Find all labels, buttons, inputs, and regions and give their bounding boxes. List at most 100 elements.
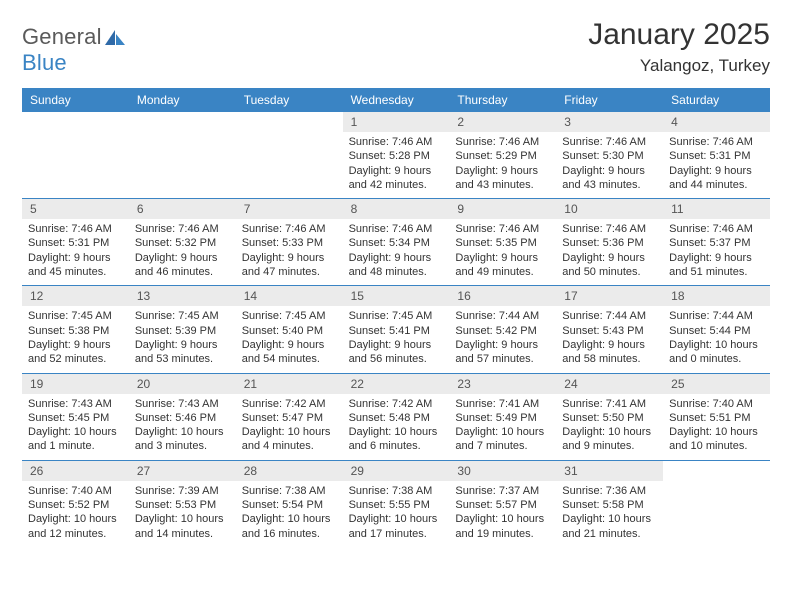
sunset-label: Sunset: (562, 237, 599, 249)
sunset-value: 5:40 PM (282, 325, 323, 337)
day-cell: 10Sunrise: 7:46 AMSunset: 5:36 PMDayligh… (556, 199, 663, 285)
day-number: 11 (663, 199, 770, 219)
sunset-label: Sunset: (135, 325, 172, 337)
sunset-value: 5:43 PM (603, 325, 644, 337)
sunrise-label: Sunrise: (242, 310, 282, 322)
sunset-line: Sunset: 5:58 PM (562, 498, 659, 512)
sunset-value: 5:29 PM (496, 150, 537, 162)
sunset-label: Sunset: (349, 237, 386, 249)
sunrise-value: 7:44 AM (713, 310, 753, 322)
daylight-label: Daylight: (28, 339, 71, 351)
day-body (129, 132, 236, 141)
dow-cell: Thursday (449, 88, 556, 112)
sunrise-value: 7:45 AM (71, 310, 111, 322)
daylight-line: Daylight: 10 hoursand 3 minutes. (135, 425, 232, 454)
sunrise-line: Sunrise: 7:37 AM (455, 484, 552, 498)
sunrise-line: Sunrise: 7:45 AM (242, 309, 339, 323)
day-body: Sunrise: 7:45 AMSunset: 5:41 PMDaylight:… (343, 306, 450, 372)
sunset-value: 5:42 PM (496, 325, 537, 337)
day-body: Sunrise: 7:45 AMSunset: 5:39 PMDaylight:… (129, 306, 236, 372)
sunrise-line: Sunrise: 7:45 AM (135, 309, 232, 323)
day-body: Sunrise: 7:39 AMSunset: 5:53 PMDaylight:… (129, 481, 236, 547)
sunset-value: 5:31 PM (710, 150, 751, 162)
sunset-line: Sunset: 5:38 PM (28, 324, 125, 338)
sunset-value: 5:30 PM (603, 150, 644, 162)
day-cell: 12Sunrise: 7:45 AMSunset: 5:38 PMDayligh… (22, 286, 129, 372)
daylight-line: Daylight: 10 hoursand 6 minutes. (349, 425, 446, 454)
day-number: 13 (129, 286, 236, 306)
sunset-label: Sunset: (28, 499, 65, 511)
sunrise-line: Sunrise: 7:39 AM (135, 484, 232, 498)
sunset-line: Sunset: 5:30 PM (562, 149, 659, 163)
sunrise-value: 7:41 AM (606, 398, 646, 410)
daylight-label: Daylight: (28, 252, 71, 264)
sunrise-label: Sunrise: (135, 398, 175, 410)
sunrise-line: Sunrise: 7:46 AM (28, 222, 125, 236)
day-cell: 13Sunrise: 7:45 AMSunset: 5:39 PMDayligh… (129, 286, 236, 372)
sunrise-line: Sunrise: 7:38 AM (349, 484, 446, 498)
sunrise-value: 7:45 AM (285, 310, 325, 322)
sunrise-value: 7:43 AM (71, 398, 111, 410)
sunset-label: Sunset: (562, 150, 599, 162)
day-cell: 2Sunrise: 7:46 AMSunset: 5:29 PMDaylight… (449, 112, 556, 198)
sunset-line: Sunset: 5:48 PM (349, 411, 446, 425)
sunset-value: 5:52 PM (68, 499, 109, 511)
sunset-label: Sunset: (28, 412, 65, 424)
day-body: Sunrise: 7:40 AMSunset: 5:52 PMDaylight:… (22, 481, 129, 547)
daylight-label: Daylight: (349, 513, 392, 525)
day-body: Sunrise: 7:46 AMSunset: 5:31 PMDaylight:… (663, 132, 770, 198)
sunrise-line: Sunrise: 7:40 AM (669, 397, 766, 411)
calendar: SundayMondayTuesdayWednesdayThursdayFrid… (22, 88, 770, 547)
day-cell: 25Sunrise: 7:40 AMSunset: 5:51 PMDayligh… (663, 374, 770, 460)
sunset-value: 5:31 PM (68, 237, 109, 249)
sunrise-line: Sunrise: 7:45 AM (349, 309, 446, 323)
week-row: 19Sunrise: 7:43 AMSunset: 5:45 PMDayligh… (22, 374, 770, 461)
day-cell: 3Sunrise: 7:46 AMSunset: 5:30 PMDaylight… (556, 112, 663, 198)
day-number: 19 (22, 374, 129, 394)
sunset-line: Sunset: 5:47 PM (242, 411, 339, 425)
day-body: Sunrise: 7:46 AMSunset: 5:31 PMDaylight:… (22, 219, 129, 285)
sunrise-label: Sunrise: (349, 223, 389, 235)
day-body: Sunrise: 7:37 AMSunset: 5:57 PMDaylight:… (449, 481, 556, 547)
sunset-line: Sunset: 5:57 PM (455, 498, 552, 512)
daylight-label: Daylight: (135, 252, 178, 264)
daylight-label: Daylight: (455, 513, 498, 525)
sunset-label: Sunset: (242, 237, 279, 249)
daylight-label: Daylight: (455, 426, 498, 438)
daylight-label: Daylight: (562, 165, 605, 177)
day-number: 28 (236, 461, 343, 481)
sunset-line: Sunset: 5:52 PM (28, 498, 125, 512)
daylight-line: Daylight: 10 hoursand 1 minute. (28, 425, 125, 454)
sunset-label: Sunset: (455, 499, 492, 511)
sunrise-value: 7:46 AM (71, 223, 111, 235)
sunset-value: 5:46 PM (175, 412, 216, 424)
sunrise-label: Sunrise: (349, 136, 389, 148)
sunset-label: Sunset: (349, 150, 386, 162)
sunset-label: Sunset: (349, 499, 386, 511)
sunrise-label: Sunrise: (669, 398, 709, 410)
day-number: 4 (663, 112, 770, 132)
sunrise-label: Sunrise: (349, 398, 389, 410)
sunset-line: Sunset: 5:43 PM (562, 324, 659, 338)
sunset-value: 5:38 PM (68, 325, 109, 337)
daylight-line: Daylight: 10 hoursand 0 minutes. (669, 338, 766, 367)
day-cell: 19Sunrise: 7:43 AMSunset: 5:45 PMDayligh… (22, 374, 129, 460)
day-cell: 5Sunrise: 7:46 AMSunset: 5:31 PMDaylight… (22, 199, 129, 285)
daylight-line: Daylight: 10 hoursand 19 minutes. (455, 512, 552, 541)
sunset-line: Sunset: 5:46 PM (135, 411, 232, 425)
dow-row: SundayMondayTuesdayWednesdayThursdayFrid… (22, 88, 770, 112)
sunrise-label: Sunrise: (28, 398, 68, 410)
sunset-line: Sunset: 5:36 PM (562, 236, 659, 250)
daylight-label: Daylight: (349, 252, 392, 264)
daylight-label: Daylight: (669, 165, 712, 177)
sunrise-line: Sunrise: 7:46 AM (455, 222, 552, 236)
sunrise-value: 7:42 AM (285, 398, 325, 410)
sunrise-label: Sunrise: (455, 398, 495, 410)
daylight-line: Daylight: 9 hoursand 53 minutes. (135, 338, 232, 367)
day-number: 17 (556, 286, 663, 306)
day-number: 24 (556, 374, 663, 394)
day-cell: 4Sunrise: 7:46 AMSunset: 5:31 PMDaylight… (663, 112, 770, 198)
brand-part2: Blue (22, 50, 67, 75)
sunrise-line: Sunrise: 7:44 AM (562, 309, 659, 323)
day-body: Sunrise: 7:40 AMSunset: 5:51 PMDaylight:… (663, 394, 770, 460)
